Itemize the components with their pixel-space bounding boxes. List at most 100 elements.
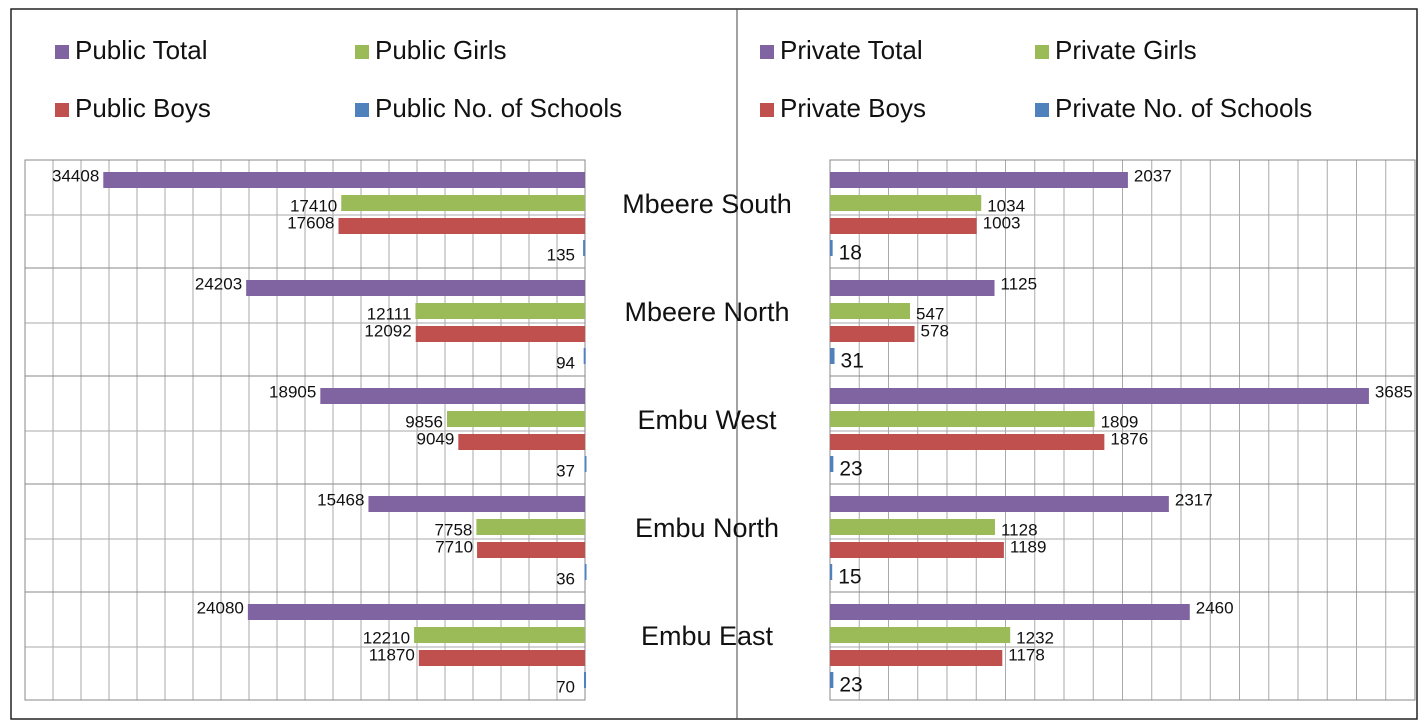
value-label: 9856 xyxy=(405,412,443,431)
bar xyxy=(830,240,833,256)
bar xyxy=(584,564,587,580)
legend-swatch xyxy=(760,103,774,117)
legend-swatch xyxy=(355,103,369,117)
frame xyxy=(10,8,1418,720)
bar xyxy=(246,280,585,296)
bar xyxy=(320,388,585,404)
legend-swatch xyxy=(760,45,774,59)
bar xyxy=(414,627,585,643)
bar xyxy=(103,172,586,188)
value-label: 135 xyxy=(547,245,575,264)
bar xyxy=(830,456,834,472)
bar xyxy=(830,280,995,296)
value-label: 1809 xyxy=(1101,412,1139,431)
value-label: 1125 xyxy=(1001,274,1038,293)
bar xyxy=(583,240,586,256)
bar xyxy=(338,218,585,234)
bar xyxy=(830,388,1369,404)
bar xyxy=(415,326,585,342)
value-label: 12092 xyxy=(364,321,411,340)
value-label: 7710 xyxy=(435,537,473,556)
bar xyxy=(830,627,1011,643)
value-label: 31 xyxy=(841,350,864,373)
legend-swatch xyxy=(355,45,369,59)
value-label: 24203 xyxy=(195,274,242,293)
legend-swatch xyxy=(55,45,69,59)
value-label: 2317 xyxy=(1175,490,1213,509)
bar xyxy=(477,542,585,558)
legend-label: Private No. of Schools xyxy=(1055,93,1312,123)
value-label: 547 xyxy=(916,304,944,323)
value-label: 2460 xyxy=(1196,598,1234,617)
legend-label: Private Total xyxy=(780,35,923,65)
bar xyxy=(415,303,585,319)
bar xyxy=(830,519,995,535)
bar xyxy=(830,172,1128,188)
bar xyxy=(830,411,1095,427)
value-label: 70 xyxy=(556,677,575,696)
value-label: 7758 xyxy=(435,520,473,539)
value-label: 1128 xyxy=(1001,520,1038,539)
category-label: Embu East xyxy=(641,621,774,651)
bar xyxy=(476,519,585,535)
category-label: Mbeere South xyxy=(622,189,792,219)
value-label: 2037 xyxy=(1134,166,1172,185)
bar xyxy=(830,650,1003,666)
bar xyxy=(830,496,1169,512)
value-label: 9049 xyxy=(416,429,454,448)
legend-label: Public Boys xyxy=(75,93,211,123)
bar xyxy=(830,604,1190,620)
bar xyxy=(830,434,1105,450)
category-label: Embu West xyxy=(637,405,777,435)
bar xyxy=(830,195,982,211)
bar xyxy=(418,650,585,666)
bar xyxy=(830,564,833,580)
legend-label: Private Girls xyxy=(1055,35,1197,65)
plot-frame xyxy=(24,159,586,701)
value-label: 17410 xyxy=(290,196,337,215)
value-label: 23 xyxy=(839,458,862,481)
bar xyxy=(447,411,585,427)
bar xyxy=(583,348,586,364)
value-label: 18 xyxy=(839,242,862,265)
value-label: 94 xyxy=(556,353,575,372)
bar xyxy=(830,303,910,319)
value-label: 1189 xyxy=(1010,537,1047,556)
bar xyxy=(458,434,585,450)
legend-label: Public Girls xyxy=(375,35,506,65)
value-label: 12210 xyxy=(363,628,410,647)
value-label: 18905 xyxy=(269,382,316,401)
legend-label: Public Total xyxy=(75,35,208,65)
value-label: 1876 xyxy=(1110,429,1148,448)
value-label: 1034 xyxy=(987,196,1025,215)
legend-swatch xyxy=(1035,103,1049,117)
value-label: 1232 xyxy=(1016,628,1054,647)
value-label: 24080 xyxy=(197,598,244,617)
value-label: 15468 xyxy=(317,490,364,509)
value-label: 1178 xyxy=(1008,645,1045,664)
legend-label: Private Boys xyxy=(780,93,926,123)
value-label: 15 xyxy=(838,566,861,589)
value-label: 578 xyxy=(921,321,949,340)
value-label: 36 xyxy=(556,569,575,588)
bar xyxy=(584,456,587,472)
category-label: Mbeere North xyxy=(624,297,789,327)
value-label: 1003 xyxy=(983,213,1021,232)
bar xyxy=(830,672,834,688)
value-label: 17608 xyxy=(287,213,334,232)
bar xyxy=(830,218,977,234)
value-label: 11870 xyxy=(369,645,415,664)
bar xyxy=(368,496,585,512)
value-label: 23 xyxy=(839,674,862,697)
legend-label: Public No. of Schools xyxy=(375,93,622,123)
value-label: 34408 xyxy=(52,166,99,185)
value-label: 3685 xyxy=(1375,382,1413,401)
bar xyxy=(830,348,835,364)
bar xyxy=(830,326,915,342)
legend-swatch xyxy=(1035,45,1049,59)
bar xyxy=(830,542,1004,558)
plot-frame xyxy=(829,159,1416,701)
value-label: 12111 xyxy=(367,304,412,323)
legend-swatch xyxy=(55,103,69,117)
